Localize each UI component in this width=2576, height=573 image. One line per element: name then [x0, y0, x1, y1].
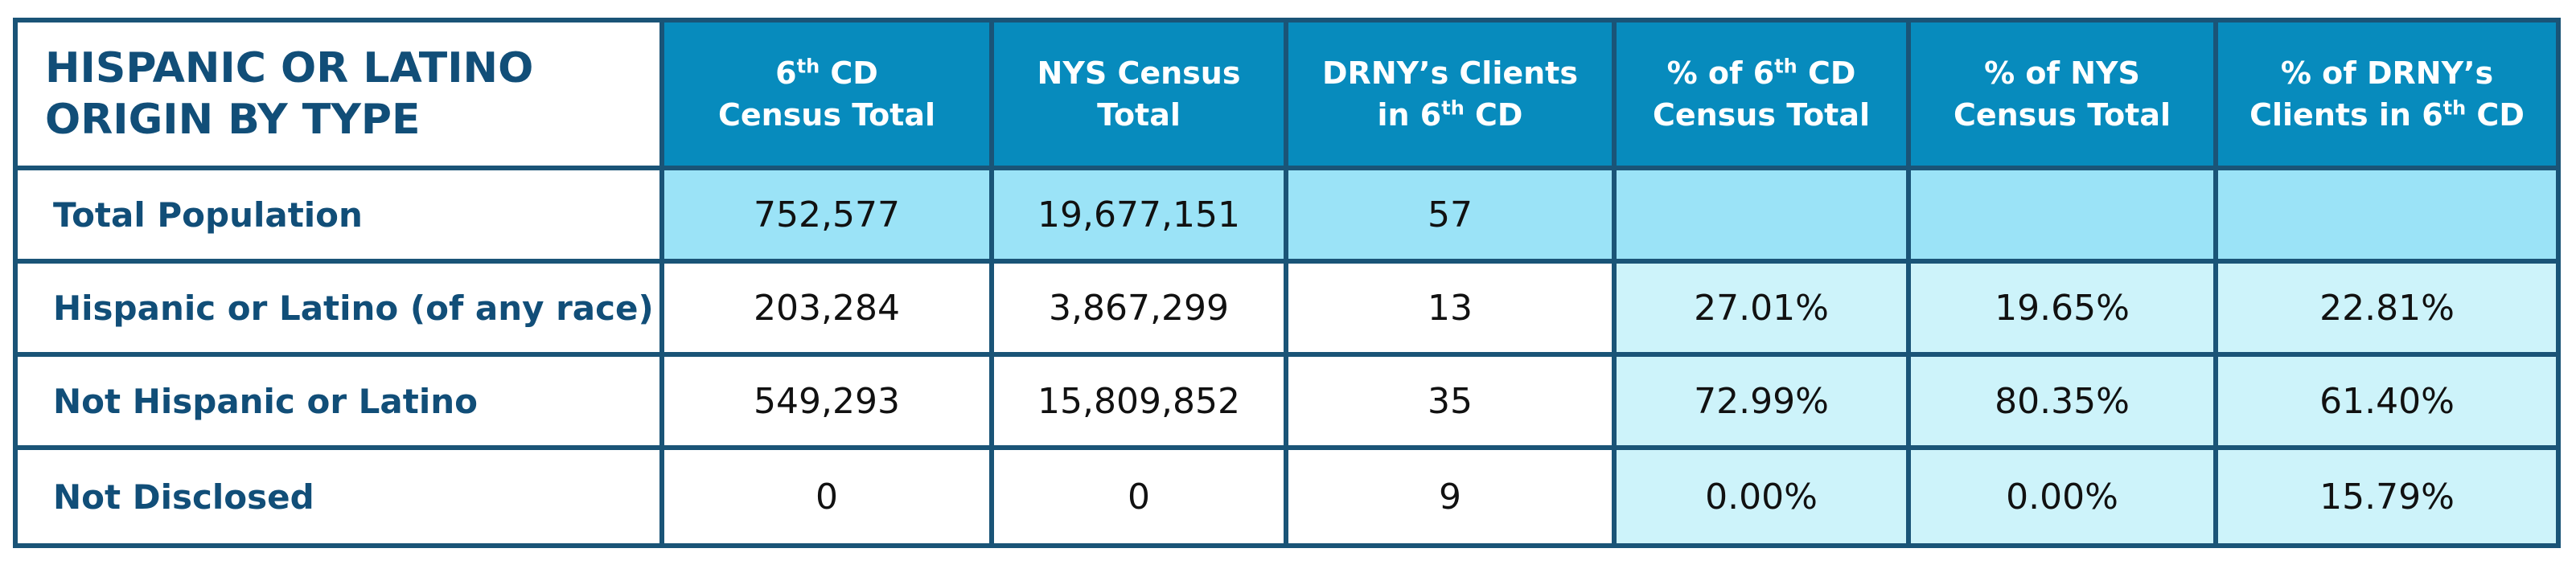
- table-row-not-hispanic-or-latino: Not Hispanic or Latino 549,293 15,809,85…: [18, 357, 2556, 450]
- column-header-drny-clients-in-6th-cd: DRNY’s Clients in 6th CD: [1288, 23, 1617, 170]
- table-cell: 0: [994, 450, 1288, 543]
- row-label: Not Disclosed: [18, 450, 664, 543]
- table-cell: 61.40%: [2218, 357, 2556, 450]
- table-cell: 57: [1288, 170, 1617, 264]
- table-cell: [2218, 170, 2556, 264]
- header-row: HISPANIC OR LATINO ORIGIN BY TYPE 6th CD…: [18, 23, 2556, 170]
- table-cell: 15,809,852: [994, 357, 1288, 450]
- column-header-6th-cd-census-total: 6th CD Census Total: [664, 23, 994, 170]
- table-cell: 203,284: [664, 264, 994, 357]
- table-cell: 22.81%: [2218, 264, 2556, 357]
- table-cell: 27.01%: [1617, 264, 1911, 357]
- table-cell: 72.99%: [1617, 357, 1911, 450]
- table-title-line-2: ORIGIN BY TYPE: [45, 96, 421, 144]
- table-cell: 19,677,151: [994, 170, 1288, 264]
- hispanic-latino-table: HISPANIC OR LATINO ORIGIN BY TYPE 6th CD…: [18, 23, 2556, 543]
- table-cell: [1911, 170, 2218, 264]
- table-frame: HISPANIC OR LATINO ORIGIN BY TYPE 6th CD…: [13, 18, 2561, 548]
- table-cell: 9: [1288, 450, 1617, 543]
- table-cell: 80.35%: [1911, 357, 2218, 450]
- row-label: Not Hispanic or Latino: [18, 357, 664, 450]
- table-cell: 0.00%: [1617, 450, 1911, 543]
- column-header-nys-census-total: NYS Census Total: [994, 23, 1288, 170]
- table-cell: 19.65%: [1911, 264, 2218, 357]
- table-title-line-1: HISPANIC OR LATINO: [45, 44, 534, 92]
- table-row-hispanic-or-latino: Hispanic or Latino (of any race) 203,284…: [18, 264, 2556, 357]
- column-header-pct-6th-cd-census-total: % of 6th CD Census Total: [1617, 23, 1911, 170]
- column-header-pct-nys-census-total: % of NYS Census Total: [1911, 23, 2218, 170]
- column-header-pct-drny-clients-in-6th-cd: % of DRNY’s Clients in 6th CD: [2218, 23, 2556, 170]
- row-label: Hispanic or Latino (of any race): [18, 264, 664, 357]
- table-title: HISPANIC OR LATINO ORIGIN BY TYPE: [18, 23, 664, 170]
- table-cell: 35: [1288, 357, 1617, 450]
- table-row-not-disclosed: Not Disclosed 0 0 9 0.00% 0.00% 15.79%: [18, 450, 2556, 543]
- table-cell: 0: [664, 450, 994, 543]
- table-cell: [1617, 170, 1911, 264]
- table-cell: 0.00%: [1911, 450, 2218, 543]
- table-row-total-population: Total Population 752,577 19,677,151 57: [18, 170, 2556, 264]
- table-cell: 13: [1288, 264, 1617, 357]
- table-cell: 15.79%: [2218, 450, 2556, 543]
- table-cell: 752,577: [664, 170, 994, 264]
- row-label: Total Population: [18, 170, 664, 264]
- table-cell: 549,293: [664, 357, 994, 450]
- table-cell: 3,867,299: [994, 264, 1288, 357]
